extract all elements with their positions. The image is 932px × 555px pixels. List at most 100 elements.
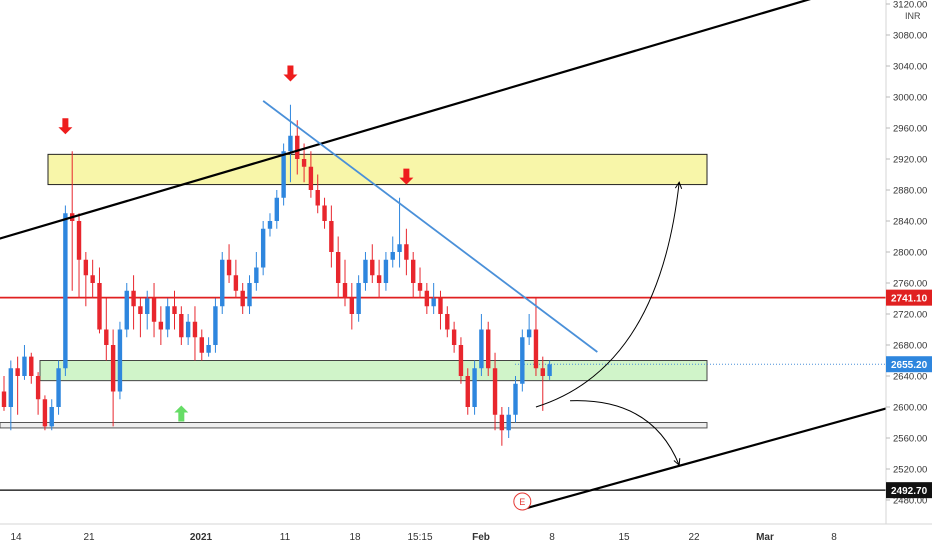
y-tick-label: 3000.00 — [893, 93, 927, 104]
candle-body — [42, 399, 48, 427]
resistance-zone — [47, 153, 708, 186]
x-tick-label: 14 — [10, 532, 22, 543]
candle-body — [301, 159, 307, 167]
y-tick-label: 2960.00 — [893, 124, 927, 135]
upper-channel-line — [0, 0, 811, 240]
support-zone — [39, 360, 708, 382]
candle-body — [158, 321, 164, 330]
candle-body — [370, 259, 375, 276]
x-tick-label: Feb — [472, 532, 490, 543]
candle-body — [192, 321, 198, 338]
candle-body — [131, 290, 136, 307]
y-tick-label: 2640.00 — [893, 372, 927, 383]
candle-body — [479, 329, 484, 369]
candle-body — [233, 275, 239, 291]
y-tick-label: 2800.00 — [893, 248, 927, 259]
currency-label: INR — [905, 11, 921, 21]
price-label-box — [886, 356, 932, 373]
candle-body — [240, 290, 245, 307]
y-tick-label: 2600.00 — [893, 403, 927, 414]
price-label-box — [886, 289, 932, 306]
bullish-projection — [535, 182, 680, 408]
y-tick-label: 2880.00 — [893, 186, 927, 197]
lower-support-zone — [0, 422, 708, 429]
candle-body — [342, 283, 348, 299]
candle-body — [15, 368, 20, 376]
earnings-marker-icon[interactable] — [513, 492, 532, 511]
candle-body — [151, 298, 157, 322]
y-axis[interactable]: INR 3120.00 3080.00 3040.00 3000.00 2960.00 2… — [885, 0, 932, 524]
candle-body — [281, 151, 286, 198]
sell-arrow-icon — [283, 65, 298, 82]
candle-body — [451, 329, 457, 345]
price-labels-layer: 2741.10 2655.20 2492.70 — [886, 289, 932, 499]
candle-body — [520, 337, 525, 384]
candle-body — [417, 283, 423, 291]
y-tick-label: 2520.00 — [893, 465, 927, 476]
candle-body — [185, 321, 191, 338]
x-axis[interactable]: 14 21 2021 11 18 15:15 Feb 8 15 22 Mar 8 — [0, 523, 932, 543]
candle-body — [329, 221, 334, 252]
candle-body — [226, 259, 232, 276]
sell-arrow-icon — [58, 118, 73, 135]
buy-arrow-icon — [174, 405, 189, 422]
candle-body — [486, 329, 491, 369]
horizontal-lines-layer — [0, 296, 886, 491]
earnings-marker-label: E — [519, 497, 525, 507]
candle-body — [124, 290, 129, 330]
candle-body — [260, 228, 266, 268]
candle-body — [288, 135, 293, 152]
y-tick-label: 3080.00 — [893, 31, 927, 42]
candle-body — [1, 391, 7, 407]
candle-body — [363, 259, 368, 283]
candle-body — [404, 244, 409, 260]
y-tick-label: 2720.00 — [893, 310, 927, 321]
price-label: 2655.20 — [891, 360, 928, 371]
y-tick-label: 2560.00 — [893, 434, 927, 445]
y-tick-label: 2760.00 — [893, 279, 927, 290]
candle-body — [295, 135, 300, 159]
candle-body — [322, 205, 327, 221]
candle-body — [499, 414, 505, 431]
candle-body — [165, 306, 170, 330]
price-label: 2492.70 — [891, 486, 928, 497]
candle-body — [397, 244, 402, 252]
candle-body — [274, 197, 279, 221]
markers-layer: E — [58, 65, 532, 511]
sell-arrow-icon — [399, 168, 414, 185]
candle-body — [22, 356, 27, 376]
candle-body — [356, 283, 361, 314]
candle-body — [465, 376, 470, 407]
x-tick-label: 11 — [280, 532, 291, 543]
candle-body — [199, 337, 204, 353]
price-label-box — [886, 482, 932, 499]
y-tick-label: 2680.00 — [893, 341, 927, 352]
candle-body — [526, 329, 532, 338]
candle-body — [315, 190, 320, 206]
candle-body — [247, 283, 252, 307]
candle-body — [97, 283, 102, 330]
candle-body — [349, 298, 355, 314]
candle-body — [376, 275, 382, 283]
candle-body — [179, 314, 184, 338]
candle-body — [431, 298, 436, 307]
trendlines-layer — [0, 0, 932, 511]
bearish-projection — [570, 400, 680, 466]
candle-body — [472, 368, 477, 407]
candle-body — [445, 314, 450, 330]
candle-body — [424, 290, 430, 307]
y-tick-label: 3040.00 — [893, 62, 927, 73]
x-tick-label: 22 — [688, 532, 700, 543]
candle-body — [254, 267, 259, 283]
bearish-projection-head — [673, 458, 681, 467]
candle-body — [383, 259, 389, 283]
candle-body — [506, 414, 511, 431]
x-tick-label: Mar — [756, 532, 774, 543]
x-tick-label: 8 — [831, 532, 837, 543]
candle-body — [390, 252, 395, 260]
candle-body — [513, 383, 518, 415]
y-tick-label: 2480.00 — [893, 496, 927, 507]
candle-body — [492, 368, 498, 415]
